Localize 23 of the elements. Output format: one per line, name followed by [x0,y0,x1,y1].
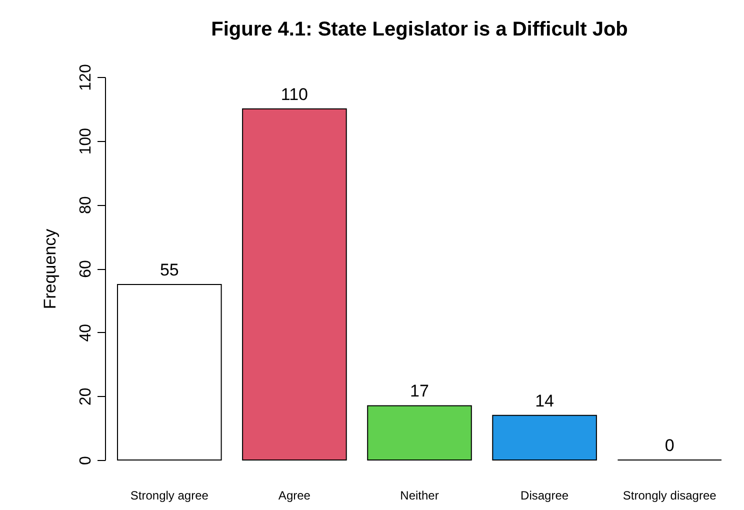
x-tick-label: Disagree [520,488,569,502]
bar [242,108,347,460]
y-tick-label: 120 [78,64,94,91]
bar [492,414,597,460]
bar [117,284,222,460]
y-tick-label: 100 [78,128,94,155]
y-tick-label: 60 [78,260,94,278]
x-tick-label: Neither [400,488,439,502]
data-label: 17 [410,382,429,401]
y-tick-label: 80 [78,196,94,214]
y-tick-label: 20 [78,388,94,406]
data-label: 55 [160,260,179,280]
y-tick-label: 0 [78,456,94,465]
x-tick-label: Strongly agree [130,488,209,502]
bar [367,405,472,460]
x-tick-label: Agree [278,488,311,502]
chart-title: Figure 4.1: State Legislator is a Difficult Job [211,18,628,41]
data-label: 14 [535,391,554,410]
y-tick-label: 40 [78,324,94,342]
data-label: 110 [280,84,308,104]
y-axis-title: Frequency [40,228,60,310]
x-tick-label: Strongly disagree [622,488,717,502]
data-label: 0 [664,436,674,455]
